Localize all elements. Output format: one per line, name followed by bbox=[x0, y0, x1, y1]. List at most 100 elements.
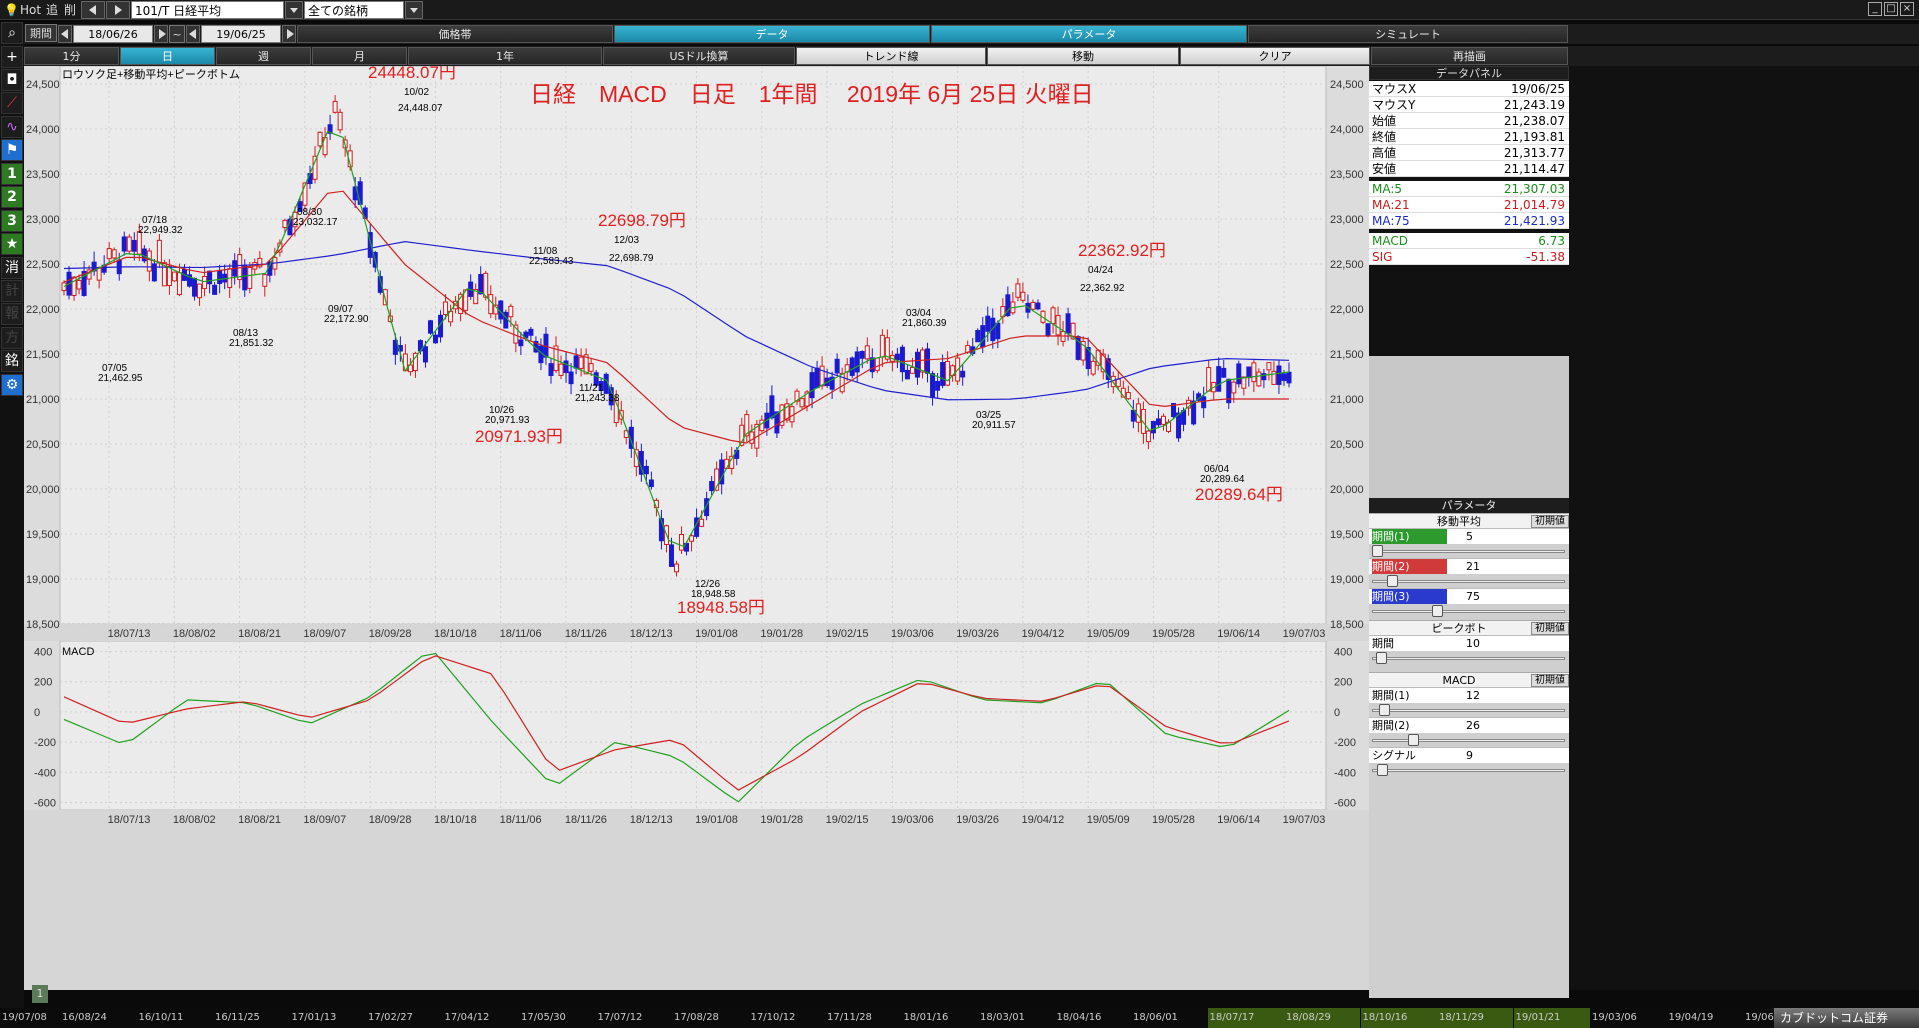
tab-clear[interactable]: クリア bbox=[1180, 47, 1370, 65]
ma-period3-slider[interactable] bbox=[1372, 605, 1565, 617]
end-date-field[interactable]: 19/06/25 bbox=[201, 25, 281, 43]
timeline-date[interactable]: 18/10/16 bbox=[1360, 1008, 1437, 1028]
candle-body bbox=[679, 534, 685, 551]
add-button[interactable]: 追 bbox=[46, 3, 59, 17]
timeline-date[interactable]: 19/04/19 bbox=[1668, 1012, 1714, 1023]
timeline-date[interactable]: 18/04/16 bbox=[1056, 1012, 1102, 1023]
search-icon[interactable]: ⌕ bbox=[1, 22, 23, 44]
start-prev-icon[interactable] bbox=[58, 25, 72, 43]
stock-group-select[interactable]: 全ての銘柄 bbox=[304, 1, 404, 19]
macd-init-button[interactable]: 初期値 bbox=[1531, 674, 1569, 687]
ma-period3-value[interactable]: 75 bbox=[1466, 590, 1480, 603]
macd-signal-value[interactable]: 9 bbox=[1466, 749, 1473, 762]
flag-icon[interactable]: ⚑ bbox=[1, 139, 23, 161]
timeline-date[interactable]: 18/07/17 bbox=[1207, 1008, 1284, 1028]
timeline-date[interactable]: 17/05/30 bbox=[521, 1012, 566, 1023]
pb-period-slider[interactable] bbox=[1372, 652, 1565, 664]
timeline-date[interactable]: 17/10/12 bbox=[750, 1012, 796, 1023]
tab-simulate[interactable]: シミュレート bbox=[1248, 25, 1568, 43]
bulb-icon[interactable]: 💡 bbox=[4, 3, 19, 17]
macd-period2-value[interactable]: 26 bbox=[1466, 719, 1480, 732]
timeline-date[interactable]: 16/10/11 bbox=[138, 1012, 184, 1023]
timeline-date[interactable]: 18/08/29 bbox=[1284, 1008, 1360, 1028]
tab-trendline[interactable]: トレンド線 bbox=[796, 47, 986, 65]
maximize-icon[interactable]: □ bbox=[1884, 2, 1898, 16]
ma-period2-slider[interactable] bbox=[1372, 575, 1565, 587]
hot-button[interactable]: Hot bbox=[20, 3, 42, 17]
indicator-icon[interactable]: ∿ bbox=[1, 116, 23, 138]
timeline-date[interactable]: 18/06/01 bbox=[1133, 1012, 1178, 1023]
tab-usd-convert[interactable]: USドル換算 bbox=[603, 47, 795, 65]
pb-period-value[interactable]: 10 bbox=[1466, 637, 1480, 650]
stock-select[interactable]: 101/T 日経平均 bbox=[131, 1, 284, 19]
pb-init-button[interactable]: 初期値 bbox=[1531, 622, 1569, 635]
macd-period2-slider[interactable] bbox=[1372, 734, 1565, 746]
minimize-icon[interactable]: _ bbox=[1868, 2, 1882, 16]
timeline-date[interactable]: 17/02/27 bbox=[368, 1012, 413, 1023]
timeline-date[interactable]: 16/11/25 bbox=[215, 1012, 260, 1023]
timeline-date[interactable]: 17/08/28 bbox=[674, 1012, 719, 1023]
crosshair-icon[interactable]: + bbox=[1, 46, 23, 68]
tab-1year[interactable]: 1年 bbox=[408, 47, 602, 65]
erase-button[interactable]: 消 bbox=[1, 257, 23, 279]
prev-stock-button[interactable] bbox=[81, 1, 105, 19]
start-next-icon[interactable] bbox=[154, 25, 168, 43]
preset-1-button[interactable]: 1 bbox=[1, 163, 23, 185]
preset-3-button[interactable]: 3 bbox=[1, 210, 23, 232]
chart-svg[interactable]: 24,500 24,500 24,000 24,000 23,500 23,500 23,0… bbox=[24, 66, 1369, 990]
candle-body bbox=[1281, 373, 1287, 381]
timeline-date[interactable]: 17/01/13 bbox=[291, 1012, 337, 1023]
camera-icon[interactable]: ◘ bbox=[1, 69, 23, 91]
timeline-date[interactable]: 17/11/28 bbox=[827, 1012, 872, 1023]
star-icon[interactable]: ★ bbox=[1, 233, 23, 255]
tab-data[interactable]: データ bbox=[614, 25, 930, 43]
timeline-date[interactable]: 17/04/12 bbox=[444, 1012, 490, 1023]
macd-signal-slider[interactable] bbox=[1372, 764, 1565, 776]
peak-date-label: 11/21 bbox=[579, 383, 604, 394]
tab-price-range[interactable]: 価格帯 bbox=[297, 25, 613, 43]
tab-daily[interactable]: 日 bbox=[120, 47, 215, 65]
end-prev-icon[interactable] bbox=[186, 25, 200, 43]
candle-body bbox=[769, 395, 775, 419]
end-next-icon[interactable] bbox=[282, 25, 296, 43]
timeline-date[interactable]: 19/07/08 bbox=[2, 1012, 47, 1023]
macd-period1-slider[interactable] bbox=[1372, 704, 1565, 716]
ma-period1-value[interactable]: 5 bbox=[1466, 530, 1473, 543]
mini-page-indicator[interactable]: 1 bbox=[32, 985, 48, 1003]
candle-body bbox=[834, 358, 840, 374]
timeline-date[interactable]: 19/01/21 bbox=[1513, 1008, 1590, 1028]
timeline-bar[interactable]: 19/07/08 16/08/24 16/10/11 16/11/25 17/01/13… bbox=[0, 1008, 1919, 1028]
tab-move[interactable]: 移動 bbox=[987, 47, 1179, 65]
tab-1min[interactable]: 1分 bbox=[24, 47, 119, 65]
next-stock-button[interactable] bbox=[106, 1, 130, 19]
tab-parameters[interactable]: パラメータ bbox=[931, 25, 1247, 43]
ma-period2-value[interactable]: 21 bbox=[1466, 560, 1480, 573]
timeline-date[interactable]: 18/01/16 bbox=[903, 1012, 949, 1023]
chart-area[interactable]: 24,500 24,500 24,000 24,000 23,500 23,500 23,0… bbox=[24, 66, 1369, 990]
timeline-date[interactable]: 19/06/11 bbox=[1745, 1012, 1790, 1023]
preset-2-button[interactable]: 2 bbox=[1, 186, 23, 208]
ma-init-button[interactable]: 初期値 bbox=[1531, 515, 1569, 528]
candle-body bbox=[1286, 371, 1292, 384]
ma-period1-slider[interactable] bbox=[1372, 545, 1565, 557]
timeline-date[interactable]: 16/08/24 bbox=[62, 1012, 107, 1023]
stock-dropdown-icon[interactable] bbox=[285, 1, 303, 19]
tab-weekly[interactable]: 週 bbox=[216, 47, 311, 65]
candle-body bbox=[407, 364, 413, 373]
timeline-date[interactable]: 19/03/06 bbox=[1592, 1012, 1637, 1023]
candle-body bbox=[864, 345, 870, 360]
delete-button[interactable]: 削 bbox=[64, 3, 77, 17]
timeline-date[interactable]: 17/07/12 bbox=[597, 1012, 643, 1023]
start-date-field[interactable]: 18/06/26 bbox=[73, 25, 153, 43]
line-chart-icon[interactable]: ⟋ bbox=[1, 92, 23, 114]
stock-group-dropdown-icon[interactable] bbox=[405, 1, 423, 19]
price-ytick-right: 23,500 bbox=[1330, 169, 1364, 181]
timeline-date[interactable]: 18/03/01 bbox=[980, 1012, 1025, 1023]
tab-monthly[interactable]: 月 bbox=[312, 47, 407, 65]
gear-icon[interactable]: ⚙ bbox=[1, 374, 23, 396]
macd-period1-value[interactable]: 12 bbox=[1466, 689, 1480, 702]
tab-redraw[interactable]: 再描画 bbox=[1371, 47, 1568, 65]
timeline-date[interactable]: 18/11/29 bbox=[1437, 1008, 1513, 1028]
stock-button[interactable]: 銘 bbox=[1, 350, 23, 372]
close-icon[interactable]: × bbox=[1900, 2, 1914, 16]
